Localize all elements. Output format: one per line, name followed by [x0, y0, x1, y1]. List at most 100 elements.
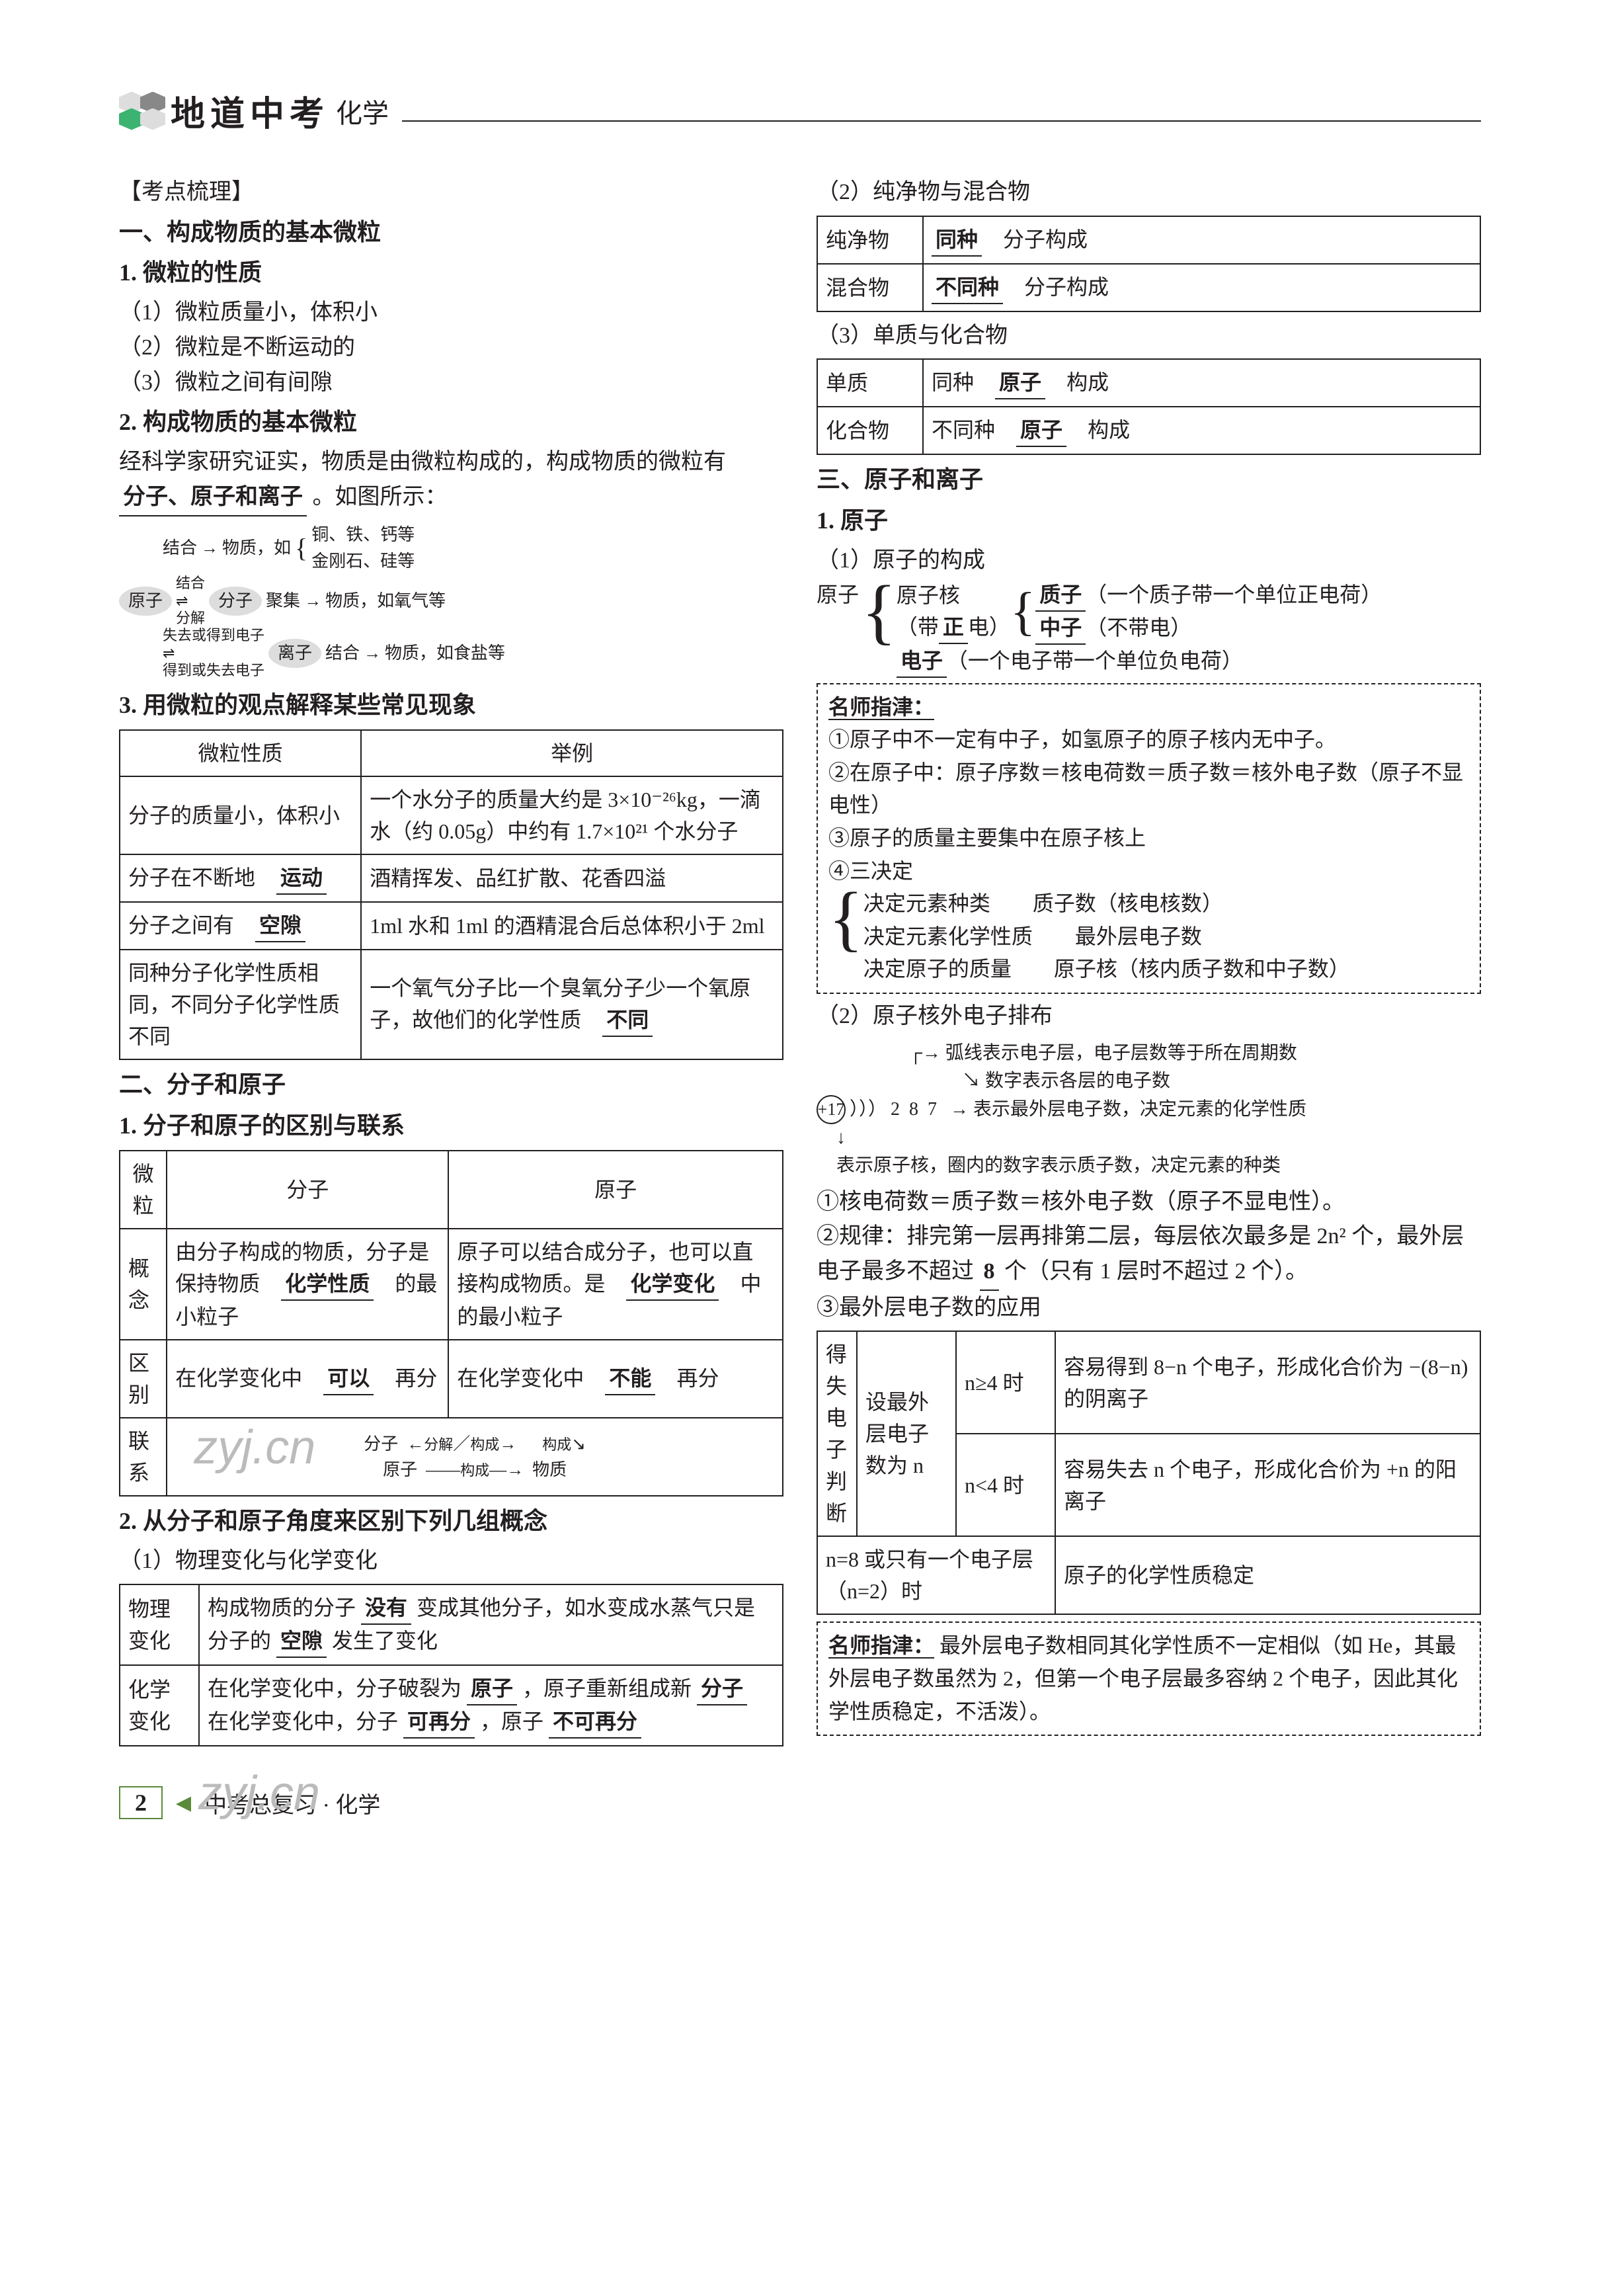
left-column: 【考点梳理】 一、构成物质的基本微粒 1. 微粒的性质 （1）微粒质量小，体积小…: [119, 175, 783, 1753]
tb3-r1c1: 物理变化: [120, 1584, 199, 1665]
d1-c3: 结合: [325, 640, 360, 667]
rule-2: ②规律：排完第一层再排第二层，每层依次最多是 2n² 个，最外层电子最多不超过 …: [817, 1219, 1481, 1290]
d1-mol-oval: 分子: [209, 587, 262, 616]
tip1-t4c: 决定原子的质量 原子核（核内质子数和中子数）: [863, 953, 1350, 986]
d1-decomp: 分解: [176, 610, 205, 627]
h2-explain-phenomena: 3. 用微粒的观点解释某些常见现象: [119, 687, 783, 724]
tb3-r1c2: 构成物质的分子 没有 变成其他分子，如水变成水蒸气只是分子的 空隙 发生了变化: [199, 1584, 783, 1665]
prop-2: （2）微粒是不断运动的: [119, 331, 783, 366]
h2-concept-groups: 2. 从分子和原子角度来区别下列几组概念: [119, 1503, 783, 1540]
teacher-tip-1: 名师指津： ①原子中不一定有中子，如氢原子的原子核内无中子。 ②在原子中：原子序…: [817, 683, 1481, 994]
tb5-r1c1: 单质: [817, 359, 923, 407]
tip1-t4a: 决定元素种类 质子数（核电核数）: [863, 887, 1350, 921]
rule-3: ③最外层电子数的应用: [817, 1291, 1481, 1326]
right-column: （2）纯净物与混合物 纯净物 同种 分子构成 混合物 不同种 分子构成 （3）单…: [817, 175, 1481, 1753]
tip1-t3: ③原子的质量主要集中在原子核上: [828, 822, 1469, 855]
tb1-r4c2: 一个氧气分子比一个臭氧分子少一个氧原子，故他们的化学性质 不同: [361, 950, 783, 1059]
d1-matter: 物质，如: [222, 535, 291, 561]
particle-diagram: 结合 → 物质，如 { 铜、铁、钙等 金刚石、硅等 原子 结合⇌分解 分子 聚集…: [119, 522, 783, 680]
nucleus-circle: +17: [817, 1095, 846, 1124]
h2-basic-particles: 2. 构成物质的基本微粒: [119, 404, 783, 441]
hexagon-decor: [119, 92, 165, 130]
particles-intro-text: 经科学家研究证实，物质是由微粒构成的，构成物质的微粒有: [119, 450, 726, 474]
tb2-r1c2: 由分子构成的物质，分子是保持物质 化学性质 的最小粒子: [167, 1229, 448, 1340]
header-subject: 化学: [336, 92, 389, 130]
tb2-r2c3: 在化学变化中 不能 再分: [448, 1340, 783, 1418]
table-physical-chemical: 物理变化 构成物质的分子 没有 变成其他分子，如水变成水蒸气只是分子的 空隙 发…: [119, 1584, 783, 1746]
tb2-r2c2: 在化学变化中 可以 再分: [167, 1340, 448, 1418]
h1-basic-particles: 一、构成物质的基本微粒: [119, 214, 783, 251]
atom-structure-title: （1）原子的构成: [817, 544, 1481, 579]
kd-bracket: 【考点梳理】: [119, 175, 783, 210]
table-mol-atom: 微粒 分子 原子 概念 由分子构成的物质，分子是保持物质 化学性质 的最小粒子 …: [119, 1150, 783, 1496]
h2-mol-atom-diff: 1. 分子和原子的区别与联系: [119, 1108, 783, 1145]
tb5-r2c1: 化合物: [817, 407, 923, 454]
particles-end: 。如图所示：: [313, 485, 448, 509]
table-phenomena: 微粒性质举例 分子的质量小，体积小 一个水分子的质量大约是 3×10⁻²⁶kg，…: [119, 729, 783, 1060]
tb1-r1c1: 分子的质量小，体积小: [120, 776, 361, 854]
tb1-r4c1: 同种分子化学性质相同，不同分子化学性质不同: [120, 950, 361, 1059]
tb6-r3c2: 原子的化学性质稳定: [1055, 1536, 1480, 1614]
atom-structure-brace: 原子 { 原子核 （带正电） { 质子（一个质子带一个单位正电荷） 中子（不带电…: [817, 579, 1481, 678]
page-header: 地道中考 化学: [119, 86, 1481, 136]
page-footer: zyj.cn 2 ◀ 中考总复习 · 化学: [119, 1786, 1481, 1819]
h2-atom: 1. 原子: [817, 503, 1481, 540]
tb1-r1c2: 一个水分子的质量大约是 3×10⁻²⁶kg，一滴水（约 0.05g）中约有 1.…: [361, 776, 783, 854]
tb5-r1c2: 同种 原子 构成: [923, 359, 1480, 407]
group-2-title: （2）纯净物与混合物: [817, 175, 1481, 210]
tb1-r3c1: 分子之间有 空隙: [120, 902, 361, 950]
d1-atom-oval: 原子: [119, 587, 172, 616]
tip1-t1: ①原子中不一定有中子，如氢原子的原子核内无中子。: [828, 723, 1469, 757]
tb3-r2c1: 化学变化: [120, 1665, 199, 1746]
prop-1: （1）微粒质量小，体积小: [119, 296, 783, 331]
tip1-title: 名师指津：: [828, 695, 934, 720]
particles-intro: 经科学家研究证实，物质是由微粒构成的，构成物质的微粒有 分子、原子和离子 。如图…: [119, 445, 783, 516]
rule-1: ①核电荷数＝质子数＝核外电子数（原子不显电性）。: [817, 1185, 1481, 1220]
tb3-r2c2: 在化学变化中，分子破裂为 原子 ，原子重新组成新 分子 在化学变化中，分子 可再…: [199, 1665, 783, 1746]
tb2-h2: 分子: [167, 1151, 448, 1229]
content-columns: 【考点梳理】 一、构成物质的基本微粒 1. 微粒的性质 （1）微粒质量小，体积小…: [119, 175, 1481, 1753]
tip1-t4: ④三决定: [828, 855, 1469, 888]
tb6-r1c4: 容易得到 8−n 个电子，形成化合价为 −(8−n) 的阴离子: [1055, 1331, 1480, 1434]
group-3-title: （3）单质与化合物: [817, 319, 1481, 354]
table-pure-mixture: 纯净物 同种 分子构成 混合物 不同种 分子构成: [817, 216, 1481, 312]
d1-ion-oval: 离子: [268, 639, 321, 668]
h1-mol-atom: 二、分子和原子: [119, 1067, 783, 1104]
page-number: 2: [119, 1786, 163, 1819]
table-element-compound: 单质 同种 原子 构成 化合物 不同种 原子 构成: [817, 358, 1481, 455]
tb6-r2c4: 容易失去 n 个电子，形成化合价为 +n 的阳离子: [1055, 1434, 1480, 1536]
tb4-r1c2: 同种 分子构成: [923, 216, 1480, 264]
tb2-relation-diagram: zyj.cn 分子 ←分解／构成→ 构成↘ 原子 ——构成—→ 物质: [167, 1418, 783, 1496]
tb1-r3c2: 1ml 水和 1ml 的酒精混合后总体积小于 2ml: [361, 902, 783, 950]
d1-items: 铜、铁、钙等 金刚石、硅等: [311, 522, 415, 575]
tip1-t4b: 决定元素化学性质 最外层电子数: [863, 921, 1350, 954]
tb4-r1c1: 纯净物: [817, 216, 923, 264]
electron-config-title: （2）原子核外电子排布: [817, 999, 1481, 1034]
tb2-r3c1: 联系: [120, 1418, 167, 1496]
prop-3: （3）微粒之间有间隙: [119, 366, 783, 401]
table-electron-app: 得失电子判断 设最外层电子数为 n n≥4 时 容易得到 8−n 个电子，形成化…: [817, 1331, 1481, 1615]
tb2-h1: 微粒: [120, 1151, 167, 1229]
tb2-r2c1: 区别: [120, 1340, 167, 1418]
d1-matter3: 物质，如食盐等: [385, 640, 505, 667]
tb4-r2c2: 不同种 分子构成: [923, 264, 1480, 311]
particles-fill: 分子、原子和离子: [119, 480, 307, 516]
header-underline: [402, 120, 1481, 122]
tb1-r2c1: 分子在不断地 运动: [120, 854, 361, 902]
tb6-r1c3: n≥4 时: [956, 1331, 1055, 1434]
tb1-r2c2: 酒精挥发、品红扩散、花香四溢: [361, 854, 783, 902]
footer-arrow-icon: ◀: [176, 1791, 191, 1815]
tb6-r3c1: n=8 或只有一个电子层（n=2）时: [817, 1536, 1055, 1614]
tb2-r1c3: 原子可以结合成分子，也可以直接构成物质。是 化学变化 中的最小粒子: [448, 1229, 783, 1340]
tb6-c2: 设最外层电子数为 n: [857, 1331, 956, 1536]
h2-particle-properties: 1. 微粒的性质: [119, 255, 783, 292]
d1-gain: 得到或失去电子: [163, 662, 264, 679]
d1-lose: 失去或得到电子: [163, 627, 264, 644]
group-1-title: （1）物理变化与化学变化: [119, 1544, 783, 1579]
d1-combine: 结合: [163, 535, 197, 561]
tb2-h3: 原子: [448, 1151, 783, 1229]
tip2-title: 名师指津：: [828, 1633, 934, 1659]
tb2-r1c1: 概念: [120, 1229, 167, 1340]
tb5-r2c2: 不同种 原子 构成: [923, 407, 1480, 454]
tb6-r2c3: n<4 时: [956, 1434, 1055, 1536]
